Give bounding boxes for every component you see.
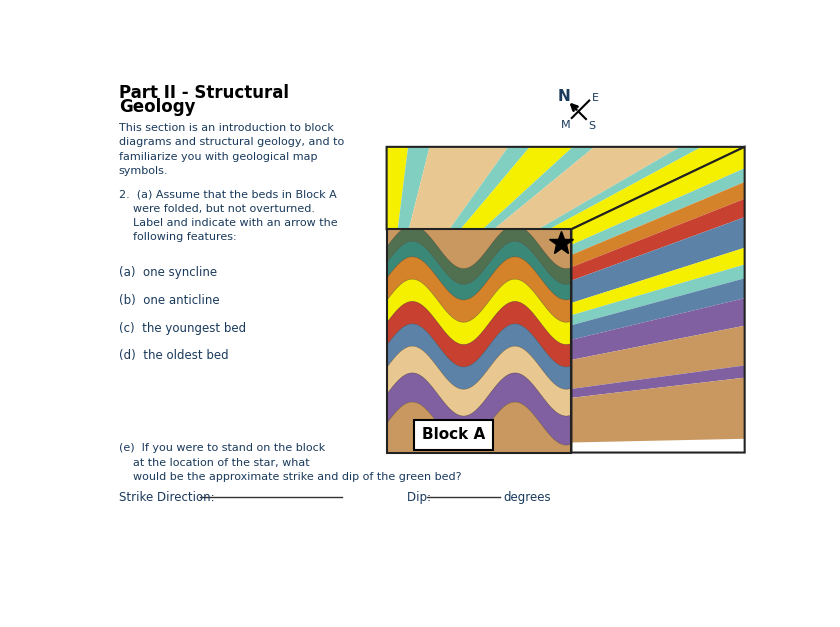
Text: 2.  (a) Assume that the beds in Block A
    were folded, but not overturned.
   : 2. (a) Assume that the beds in Block A w… xyxy=(118,189,338,243)
Text: (b)  one anticline: (b) one anticline xyxy=(118,294,219,307)
Polygon shape xyxy=(538,147,701,229)
Text: (e)  If you were to stand on the block
    at the location of the star, what
   : (e) If you were to stand on the block at… xyxy=(118,443,461,482)
Polygon shape xyxy=(571,168,745,255)
Polygon shape xyxy=(571,217,745,303)
Polygon shape xyxy=(449,147,530,229)
Text: S: S xyxy=(588,122,596,132)
Polygon shape xyxy=(571,248,745,315)
Polygon shape xyxy=(386,279,571,345)
Polygon shape xyxy=(397,147,429,229)
Text: N: N xyxy=(557,89,570,104)
Polygon shape xyxy=(571,182,745,267)
Polygon shape xyxy=(386,241,571,300)
Text: M: M xyxy=(560,120,570,130)
Text: degrees: degrees xyxy=(504,491,551,504)
Polygon shape xyxy=(386,257,571,322)
Polygon shape xyxy=(386,373,571,445)
Polygon shape xyxy=(386,229,571,268)
Polygon shape xyxy=(571,278,745,340)
Text: Part II - Structural: Part II - Structural xyxy=(118,85,289,102)
Polygon shape xyxy=(386,302,571,367)
Polygon shape xyxy=(549,147,745,229)
Polygon shape xyxy=(386,229,571,453)
Polygon shape xyxy=(571,377,745,443)
Polygon shape xyxy=(386,147,408,229)
Polygon shape xyxy=(571,199,745,281)
Polygon shape xyxy=(386,229,571,284)
Polygon shape xyxy=(494,147,680,229)
Text: (a)  one syncline: (a) one syncline xyxy=(118,266,217,279)
Text: Geology: Geology xyxy=(118,98,195,117)
Text: Strike Direction:: Strike Direction: xyxy=(118,491,218,504)
Text: E: E xyxy=(592,93,599,103)
Polygon shape xyxy=(571,366,745,398)
Polygon shape xyxy=(386,346,571,416)
Polygon shape xyxy=(571,325,745,389)
Polygon shape xyxy=(386,402,571,453)
Polygon shape xyxy=(483,147,594,229)
Text: Block A: Block A xyxy=(422,428,486,442)
Text: Dip:: Dip: xyxy=(407,491,435,504)
Text: (c)  the youngest bed: (c) the youngest bed xyxy=(118,322,246,335)
Polygon shape xyxy=(386,324,571,389)
Polygon shape xyxy=(460,147,573,229)
Polygon shape xyxy=(571,298,745,360)
Text: This section is an introduction to block
diagrams and structural geology, and to: This section is an introduction to block… xyxy=(118,123,344,176)
Polygon shape xyxy=(409,147,508,229)
Polygon shape xyxy=(571,147,745,245)
Polygon shape xyxy=(571,265,745,325)
Text: (d)  the oldest bed: (d) the oldest bed xyxy=(118,349,228,362)
